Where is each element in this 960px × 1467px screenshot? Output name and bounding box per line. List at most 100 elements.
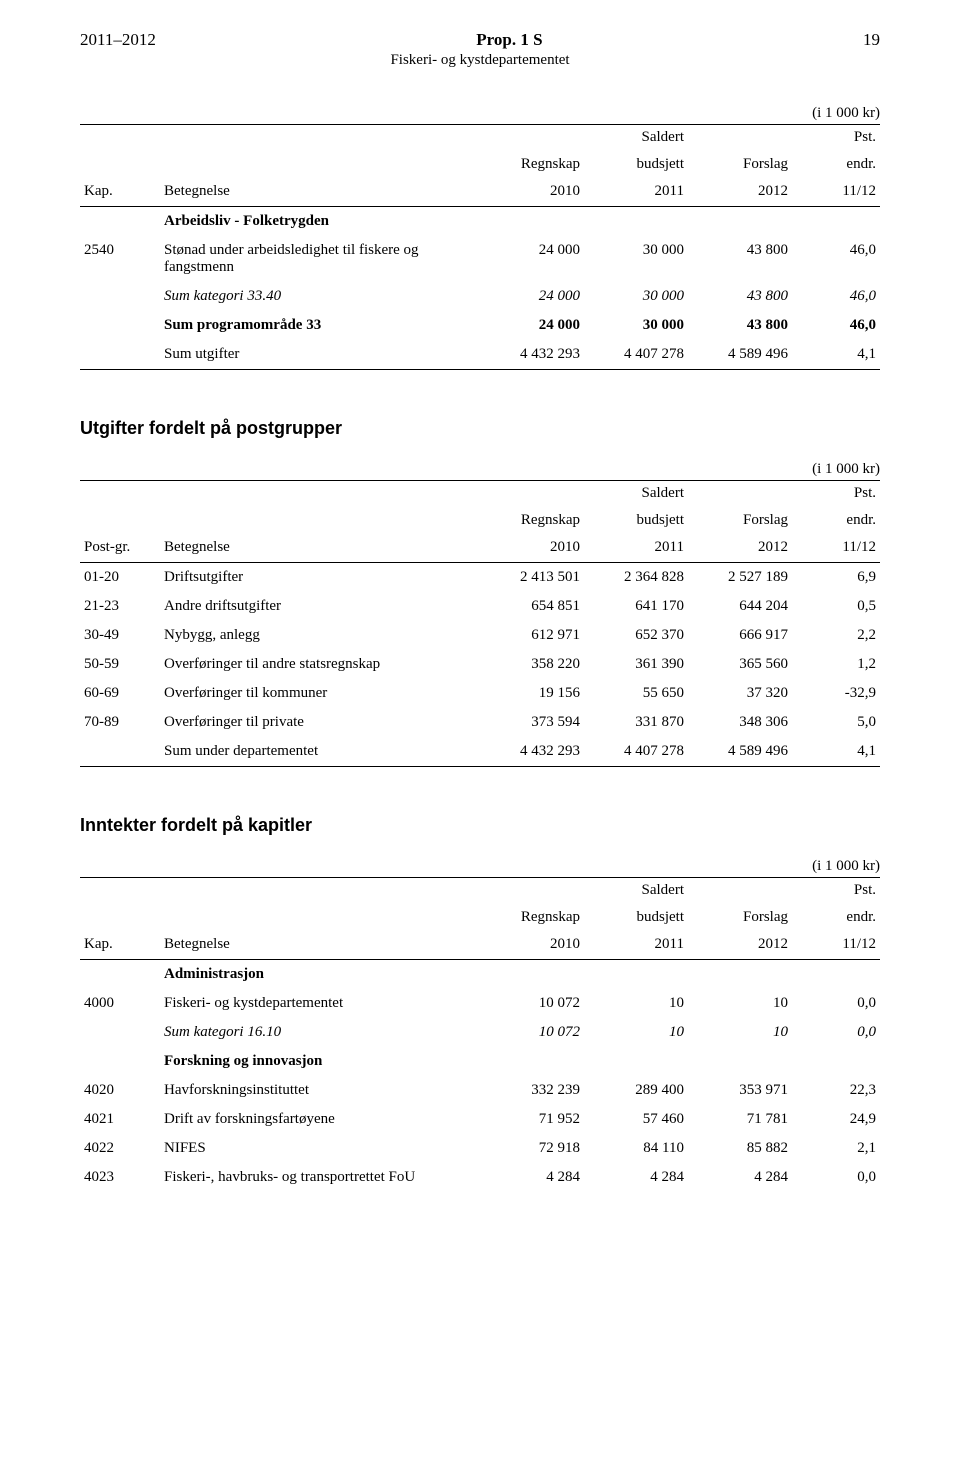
- cell-kap: [80, 311, 160, 340]
- cell-betegnelse: Stønad under arbeidsledighet til fiskere…: [160, 236, 480, 282]
- cell-value: 2,1: [792, 1134, 880, 1163]
- cell-value: 4 284: [688, 1163, 792, 1192]
- col-pst: Pst.: [792, 125, 880, 153]
- col-2011: 2011: [584, 932, 688, 960]
- section-row: Arbeidsliv - Folketrygden: [80, 207, 880, 237]
- cell-value: [584, 960, 688, 990]
- cell-kap: 70-89: [80, 708, 160, 737]
- section-row: Forskning og innovasjon: [80, 1047, 880, 1076]
- cell-value: 666 917: [688, 621, 792, 650]
- cell-value: 71 952: [480, 1105, 584, 1134]
- table-row: 30-49Nybygg, anlegg612 971652 370666 917…: [80, 621, 880, 650]
- cell-value: 43 800: [688, 282, 792, 311]
- cell-value: 652 370: [584, 621, 688, 650]
- col-2011: 2011: [584, 179, 688, 207]
- cell-value: [792, 207, 880, 237]
- cell-value: 4 432 293: [480, 737, 584, 767]
- cell-kap: 4022: [80, 1134, 160, 1163]
- table-row: Sum utgifter4 432 2934 407 2784 589 4964…: [80, 340, 880, 370]
- page-number: 19: [863, 30, 880, 50]
- cell-value: 72 918: [480, 1134, 584, 1163]
- cell-value: 358 220: [480, 650, 584, 679]
- cell-kap: 4000: [80, 989, 160, 1018]
- col-saldert: Saldert: [584, 878, 688, 906]
- cell-value: 2,2: [792, 621, 880, 650]
- section-label: Forskning og innovasjon: [160, 1047, 480, 1076]
- cell-value: 2 413 501: [480, 563, 584, 593]
- col-pst: Pst.: [792, 481, 880, 509]
- cell-value: 1,2: [792, 650, 880, 679]
- cell-kap: [80, 207, 160, 237]
- col-2011: 2011: [584, 535, 688, 563]
- table-arbeidsliv: Saldert Pst. Regnskap budsjett Forslag e…: [80, 124, 880, 370]
- header-subtitle: Fiskeri- og kystdepartementet: [80, 52, 880, 69]
- col-kap: Kap.: [80, 932, 160, 960]
- col-2010: 2010: [480, 535, 584, 563]
- col-regnskap: Regnskap: [480, 905, 584, 932]
- col-budsjett: budsjett: [584, 508, 688, 535]
- cell-value: 4 407 278: [584, 737, 688, 767]
- cell-value: 353 971: [688, 1076, 792, 1105]
- cell-value: 37 320: [688, 679, 792, 708]
- col-saldert: Saldert: [584, 481, 688, 509]
- cell-value: 43 800: [688, 236, 792, 282]
- cell-value: [688, 1047, 792, 1076]
- table-row: Sum programområde 3324 00030 00043 80046…: [80, 311, 880, 340]
- col-1112: 11/12: [792, 932, 880, 960]
- cell-value: 4 284: [480, 1163, 584, 1192]
- cell-value: 30 000: [584, 236, 688, 282]
- cell-betegnelse: Fiskeri-, havbruks- og transportrettet F…: [160, 1163, 480, 1192]
- section-label: Arbeidsliv - Folketrygden: [160, 207, 480, 237]
- cell-value: 85 882: [688, 1134, 792, 1163]
- cell-value: 10 072: [480, 1018, 584, 1047]
- col-2012: 2012: [688, 932, 792, 960]
- cell-value: 348 306: [688, 708, 792, 737]
- cell-value: 46,0: [792, 282, 880, 311]
- cell-value: 644 204: [688, 592, 792, 621]
- cell-value: 4,1: [792, 340, 880, 370]
- cell-value: 0,0: [792, 1163, 880, 1192]
- cell-value: 4 589 496: [688, 737, 792, 767]
- cell-value: 0,0: [792, 989, 880, 1018]
- cell-value: 4 432 293: [480, 340, 584, 370]
- cell-value: 46,0: [792, 236, 880, 282]
- cell-value: 10: [584, 1018, 688, 1047]
- col-kap: Kap.: [80, 179, 160, 207]
- cell-betegnelse: Sum kategori 16.10: [160, 1018, 480, 1047]
- col-forslag: Forslag: [688, 905, 792, 932]
- unit-label: (i 1 000 kr): [80, 105, 880, 122]
- cell-value: 30 000: [584, 311, 688, 340]
- cell-value: 43 800: [688, 311, 792, 340]
- cell-value: [584, 1047, 688, 1076]
- col-saldert: Saldert: [584, 125, 688, 153]
- col-1112: 11/12: [792, 179, 880, 207]
- table-row: 01-20Driftsutgifter2 413 5012 364 8282 5…: [80, 563, 880, 593]
- cell-kap: 60-69: [80, 679, 160, 708]
- table-row: 21-23Andre driftsutgifter654 851641 1706…: [80, 592, 880, 621]
- document-page: 2011–2012 Prop. 1 S 19 Fiskeri- og kystd…: [0, 0, 960, 1222]
- cell-value: 373 594: [480, 708, 584, 737]
- cell-value: 10: [584, 989, 688, 1018]
- cell-value: 24,9: [792, 1105, 880, 1134]
- cell-betegnelse: Sum programområde 33: [160, 311, 480, 340]
- cell-value: [792, 960, 880, 990]
- table-row: 4000Fiskeri- og kystdepartementet10 0721…: [80, 989, 880, 1018]
- cell-kap: 4020: [80, 1076, 160, 1105]
- table-inntekter: Saldert Pst. Regnskap budsjett Forslag e…: [80, 877, 880, 1192]
- cell-betegnelse: Havforskningsinstituttet: [160, 1076, 480, 1105]
- cell-value: 10: [688, 989, 792, 1018]
- cell-value: 84 110: [584, 1134, 688, 1163]
- col-endr: endr.: [792, 905, 880, 932]
- col-forslag: Forslag: [688, 152, 792, 179]
- cell-value: 4 589 496: [688, 340, 792, 370]
- cell-betegnelse: Nybygg, anlegg: [160, 621, 480, 650]
- cell-value: 0,0: [792, 1018, 880, 1047]
- col-2012: 2012: [688, 179, 792, 207]
- cell-value: 654 851: [480, 592, 584, 621]
- cell-betegnelse: Overføringer til andre statsregnskap: [160, 650, 480, 679]
- cell-value: 331 870: [584, 708, 688, 737]
- cell-kap: [80, 1018, 160, 1047]
- col-betegnelse: Betegnelse: [160, 535, 480, 563]
- table-row: 4021Drift av forskningsfartøyene71 95257…: [80, 1105, 880, 1134]
- cell-betegnelse: NIFES: [160, 1134, 480, 1163]
